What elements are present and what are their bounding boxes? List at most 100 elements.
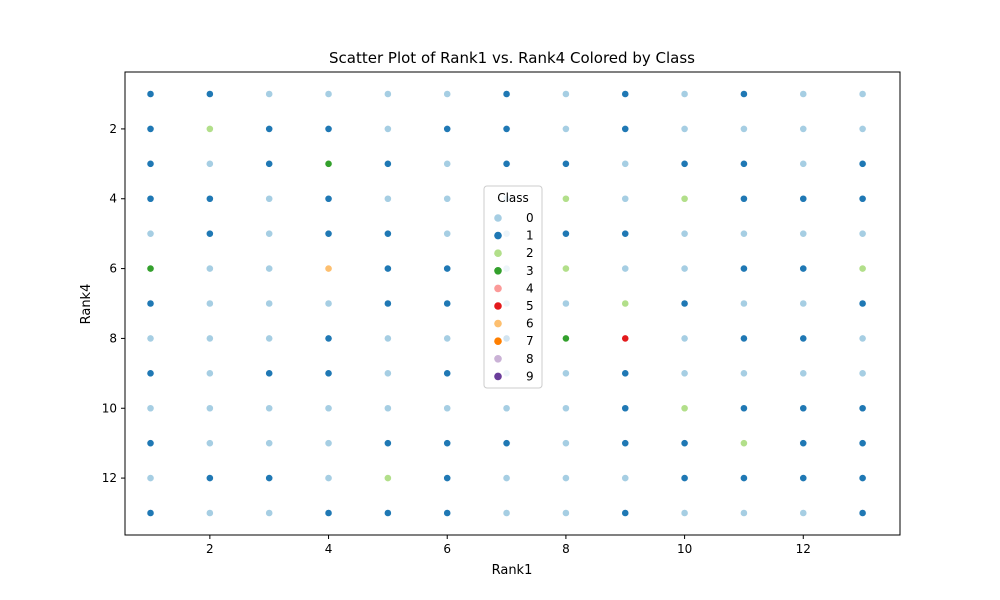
- y-tick-label: 4: [109, 192, 117, 206]
- data-point: [740, 90, 748, 98]
- data-point: [383, 439, 392, 448]
- legend-marker: [494, 355, 502, 363]
- y-tick-label: 6: [109, 262, 117, 276]
- data-point: [146, 194, 155, 203]
- data-point: [562, 125, 570, 133]
- data-point: [621, 125, 630, 133]
- data-point: [621, 90, 630, 98]
- data-point: [265, 509, 274, 517]
- data-point: [443, 439, 452, 448]
- data-point: [740, 439, 748, 448]
- data-point: [383, 509, 392, 517]
- data-point: [324, 264, 333, 273]
- data-point: [680, 264, 689, 273]
- data-point: [858, 369, 867, 378]
- data-point: [621, 334, 630, 343]
- data-point: [265, 334, 274, 343]
- data-point: [443, 509, 452, 517]
- data-point: [383, 229, 392, 238]
- data-point: [562, 194, 570, 203]
- data-point: [443, 334, 452, 343]
- data-point: [858, 404, 867, 413]
- data-point: [205, 125, 214, 133]
- data-point: [324, 369, 333, 378]
- data-point: [858, 229, 867, 238]
- data-point: [858, 264, 867, 273]
- data-point: [680, 334, 689, 343]
- data-point: [562, 229, 570, 238]
- data-point: [265, 474, 274, 482]
- data-point: [740, 264, 748, 273]
- data-point: [146, 369, 155, 378]
- data-point: [562, 159, 570, 168]
- y-axis-label: Rank4: [79, 284, 94, 325]
- data-point: [799, 125, 808, 133]
- data-point: [383, 369, 392, 378]
- data-point: [562, 474, 570, 482]
- data-point: [799, 229, 808, 238]
- legend-marker: [494, 231, 502, 240]
- legend-label: 2: [526, 246, 534, 260]
- data-point: [146, 509, 155, 517]
- data-point: [621, 439, 630, 448]
- data-point: [680, 194, 689, 203]
- data-point: [740, 159, 748, 168]
- data-point: [324, 159, 333, 168]
- data-point: [265, 90, 274, 98]
- y-tick-label: 12: [102, 471, 117, 485]
- data-point: [443, 229, 452, 238]
- data-point: [740, 474, 748, 482]
- data-point: [621, 509, 630, 517]
- data-point: [205, 474, 214, 482]
- x-tick-label: 4: [325, 542, 333, 556]
- data-point: [799, 264, 808, 273]
- data-point: [562, 509, 570, 517]
- data-point: [799, 509, 808, 517]
- legend-label: 8: [526, 352, 534, 366]
- data-point: [680, 229, 689, 238]
- data-point: [680, 474, 689, 482]
- data-point: [740, 369, 748, 378]
- data-point: [621, 299, 630, 308]
- data-point: [324, 439, 333, 448]
- data-point: [740, 509, 748, 517]
- data-point: [265, 229, 274, 238]
- data-point: [799, 404, 808, 413]
- legend-title: Class: [497, 191, 529, 205]
- data-point: [146, 299, 155, 308]
- data-point: [502, 90, 511, 98]
- data-point: [265, 159, 274, 168]
- legend: Class 0 1 2 3 4 5 6 7 8 9: [483, 185, 543, 389]
- x-axis-label: Rank1: [492, 563, 533, 578]
- data-point: [740, 299, 748, 308]
- data-point: [383, 334, 392, 343]
- data-point: [383, 125, 392, 133]
- legend-label: 3: [526, 264, 534, 278]
- data-point: [680, 299, 689, 308]
- data-point: [680, 90, 689, 98]
- data-point: [205, 334, 214, 343]
- data-point: [443, 194, 452, 203]
- data-point: [205, 90, 214, 98]
- x-axis-ticks: 2 4 6 8 10 12: [206, 535, 811, 556]
- data-point: [265, 404, 274, 413]
- legend-marker: [494, 284, 502, 293]
- data-point: [799, 474, 808, 482]
- data-point: [740, 125, 748, 133]
- data-point: [146, 474, 155, 482]
- data-point: [146, 404, 155, 413]
- x-tick-label: 2: [206, 542, 214, 556]
- data-point: [858, 159, 867, 168]
- data-point: [502, 474, 511, 482]
- y-tick-label: 10: [102, 401, 117, 415]
- data-point: [799, 369, 808, 378]
- data-point: [265, 194, 274, 203]
- data-point: [146, 229, 155, 238]
- data-point: [680, 509, 689, 517]
- data-point: [858, 90, 867, 98]
- data-point: [205, 264, 214, 273]
- legend-label: 7: [526, 334, 534, 348]
- data-point: [799, 439, 808, 448]
- data-point: [324, 334, 333, 343]
